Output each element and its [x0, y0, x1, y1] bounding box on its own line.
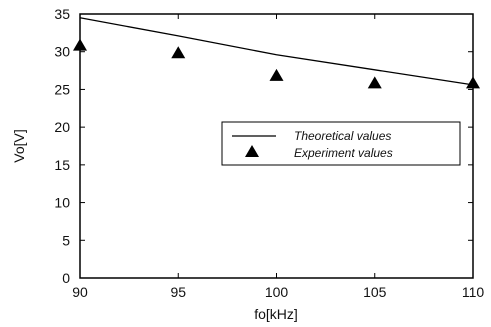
x-tick-label: 95	[170, 284, 186, 300]
series-group	[73, 17, 480, 89]
data-point-experiment	[367, 76, 382, 89]
x-tick-label: 110	[462, 284, 485, 300]
data-point-experiment	[466, 76, 480, 89]
y-tick-label: 25	[54, 81, 70, 97]
y-tick-label: 35	[54, 6, 70, 22]
y-tick-label: 5	[62, 232, 70, 248]
legend-box	[221, 121, 461, 166]
x-tick-label: 100	[265, 284, 289, 300]
data-point-experiment	[171, 46, 186, 59]
legend-label-experiment: Experiment values	[294, 146, 393, 160]
x-tick-label: 90	[72, 284, 88, 300]
y-axis-title: Vo[V]	[11, 129, 27, 162]
y-tick-labels: 0 5 10 15 20 25 30 35	[54, 6, 70, 286]
y-tick-label: 15	[54, 157, 70, 173]
y-tick-label: 30	[54, 44, 70, 60]
y-tick-label: 0	[62, 270, 70, 286]
x-axis-title: fo[kHz]	[254, 306, 298, 322]
y-tick-label: 10	[54, 195, 70, 211]
tick-marks	[79, 13, 474, 279]
legend: Theoretical values Experiment values	[221, 121, 461, 166]
legend-label-theoretical: Theoretical values	[294, 129, 391, 143]
series-line-theoretical	[79, 17, 474, 86]
y-tick-label: 20	[54, 119, 70, 135]
x-tick-labels: 90 95 100 105 110	[72, 284, 484, 300]
legend-triangle-swatch	[245, 145, 259, 157]
x-tick-label: 105	[363, 284, 387, 300]
data-point-experiment	[73, 38, 87, 51]
data-point-experiment	[269, 68, 284, 81]
